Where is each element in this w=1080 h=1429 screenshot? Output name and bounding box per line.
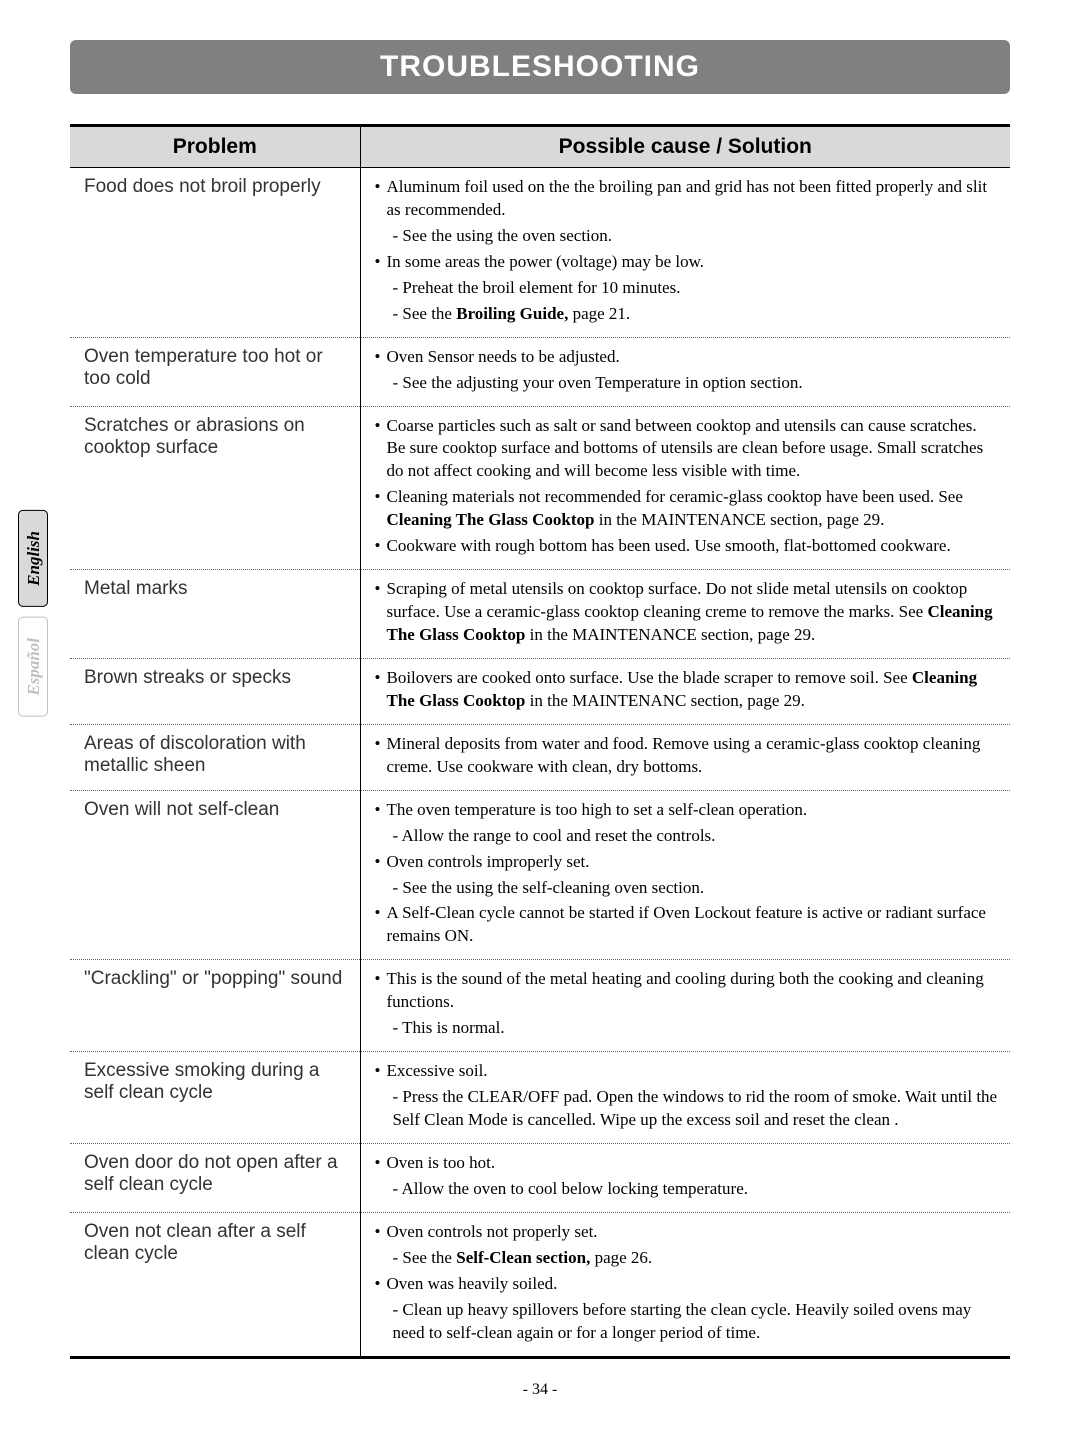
solution-cell: •Scraping of metal utensils on cooktop s…	[360, 570, 1010, 659]
table-row: Metal marks•Scraping of metal utensils o…	[70, 570, 1010, 659]
solution-bullet: •Oven is too hot.	[375, 1152, 999, 1175]
language-tabs: English Español	[18, 510, 48, 716]
page-number: - 34 -	[70, 1381, 1010, 1399]
solution-bullet: •Scraping of metal utensils on cooktop s…	[375, 578, 999, 647]
solution-bullet: •In some areas the power (voltage) may b…	[375, 251, 999, 274]
solution-cell: •Mineral deposits from water and food. R…	[360, 724, 1010, 790]
col-header-problem: Problem	[70, 126, 360, 168]
solution-bullet: •A Self-Clean cycle cannot be started if…	[375, 902, 999, 948]
solution-bullet: •Oven Sensor needs to be adjusted.	[375, 346, 999, 369]
solution-sub: - Allow the oven to cool below locking t…	[375, 1178, 999, 1201]
solution-sub: - See the adjusting your oven Temperatur…	[375, 372, 999, 395]
page-title: TROUBLESHOOTING	[70, 40, 1010, 94]
problem-cell: Brown streaks or specks	[70, 658, 360, 724]
solution-sub: - This is normal.	[375, 1017, 999, 1040]
solution-bullet: •Aluminum foil used on the the broiling …	[375, 176, 999, 222]
problem-cell: Food does not broil properly	[70, 168, 360, 338]
solution-bullet: •Cookware with rough bottom has been use…	[375, 535, 999, 558]
solution-sub: - Preheat the broil element for 10 minut…	[375, 277, 999, 300]
table-row: Oven door do not open after a self clean…	[70, 1143, 1010, 1212]
solution-cell: •Aluminum foil used on the the broiling …	[360, 168, 1010, 338]
problem-cell: Scratches or abrasions on cooktop surfac…	[70, 406, 360, 570]
problem-cell: Metal marks	[70, 570, 360, 659]
problem-cell: Areas of discoloration with metallic she…	[70, 724, 360, 790]
solution-bullet: •Boilovers are cooked onto surface. Use …	[375, 667, 999, 713]
solution-cell: •Oven is too hot. - Allow the oven to coo…	[360, 1143, 1010, 1212]
table-row: Areas of discoloration with metallic she…	[70, 724, 1010, 790]
table-row: Food does not broil properly •Aluminum fo…	[70, 168, 1010, 338]
solution-bullet: •Oven was heavily soiled.	[375, 1273, 999, 1296]
solution-cell: •Boilovers are cooked onto surface. Use …	[360, 658, 1010, 724]
solution-sub: - Clean up heavy spillovers before start…	[375, 1299, 999, 1345]
table-row: Brown streaks or specks •Boilovers are co…	[70, 658, 1010, 724]
problem-cell: Oven temperature too hot or too cold	[70, 337, 360, 406]
solution-sub: - See the Self-Clean section, page 26.	[375, 1247, 999, 1270]
tab-english[interactable]: English	[18, 510, 48, 607]
solution-bullet: •This is the sound of the metal heating …	[375, 968, 999, 1014]
solution-sub: - Allow the range to cool and reset the …	[375, 825, 999, 848]
solution-bullet: •Cleaning materials not recommended for …	[375, 486, 999, 532]
solution-cell: •Coarse particles such as salt or sand b…	[360, 406, 1010, 570]
col-header-solution: Possible cause / Solution	[360, 126, 1010, 168]
solution-bullet: •Oven controls improperly set.	[375, 851, 999, 874]
tab-espanol[interactable]: Español	[18, 617, 48, 717]
table-row: Oven not clean after a self clean cycle•…	[70, 1212, 1010, 1357]
solution-cell: •This is the sound of the metal heating …	[360, 960, 1010, 1052]
solution-bullet: •Coarse particles such as salt or sand b…	[375, 415, 999, 484]
solution-sub: - See the using the oven section.	[375, 225, 999, 248]
table-row: Oven temperature too hot or too cold•Ove…	[70, 337, 1010, 406]
problem-cell: "Crackling" or "popping" sound	[70, 960, 360, 1052]
table-row: Scratches or abrasions on cooktop surfac…	[70, 406, 1010, 570]
table-row: Oven will not self-clean •The oven temper…	[70, 790, 1010, 960]
solution-sub: - See the using the self-cleaning oven s…	[375, 877, 999, 900]
troubleshooting-table: Problem Possible cause / Solution Food d…	[70, 124, 1010, 1359]
problem-cell: Oven door do not open after a self clean…	[70, 1143, 360, 1212]
solution-cell: •Oven Sensor needs to be adjusted. - See …	[360, 337, 1010, 406]
problem-cell: Oven will not self-clean	[70, 790, 360, 960]
solution-cell: •The oven temperature is too high to set…	[360, 790, 1010, 960]
table-row: Excessive smoking during a self clean cy…	[70, 1052, 1010, 1144]
solution-sub: - Press the CLEAR/OFF pad. Open the wind…	[375, 1086, 999, 1132]
solution-bullet: •Oven controls not properly set.	[375, 1221, 999, 1244]
problem-cell: Oven not clean after a self clean cycle	[70, 1212, 360, 1357]
solution-bullet: •The oven temperature is too high to set…	[375, 799, 999, 822]
solution-cell: •Oven controls not properly set. - See th…	[360, 1212, 1010, 1357]
solution-cell: •Excessive soil. - Press the CLEAR/OFF pa…	[360, 1052, 1010, 1144]
table-row: "Crackling" or "popping" sound •This is t…	[70, 960, 1010, 1052]
solution-bullet: •Mineral deposits from water and food. R…	[375, 733, 999, 779]
solution-sub: - See the Broiling Guide, page 21.	[375, 303, 999, 326]
solution-bullet: •Excessive soil.	[375, 1060, 999, 1083]
problem-cell: Excessive smoking during a self clean cy…	[70, 1052, 360, 1144]
